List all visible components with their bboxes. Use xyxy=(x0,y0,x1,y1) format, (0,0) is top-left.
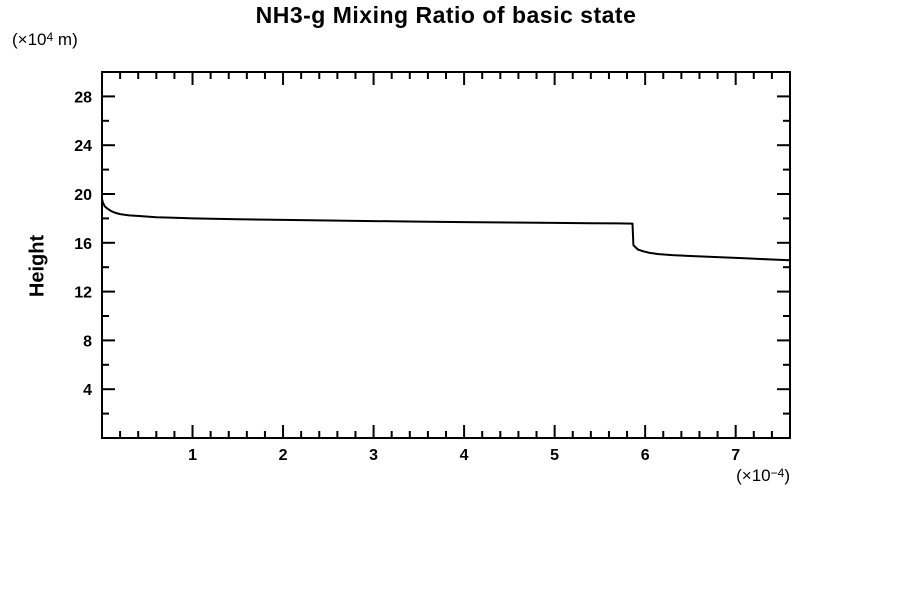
data-curve xyxy=(101,198,791,262)
x-tick-label: 1 xyxy=(188,447,197,464)
x-tick-label: 2 xyxy=(279,447,288,464)
x-tick-label: 7 xyxy=(731,447,740,464)
x-unit-prefix: (×10 xyxy=(736,466,771,485)
x-tick-label: 5 xyxy=(550,447,559,464)
y-tick-label: 20 xyxy=(74,187,92,204)
x-tick-label: 6 xyxy=(641,447,650,464)
y-tick-label: 28 xyxy=(74,89,92,106)
y-axis-unit-label: (×104 m) xyxy=(12,30,78,50)
y-unit-suffix: m) xyxy=(53,30,78,49)
y-tick-label: 12 xyxy=(74,285,92,302)
y-tick-label: 24 xyxy=(74,138,92,155)
y-unit-prefix: (×10 xyxy=(12,30,47,49)
x-unit-exponent: −4 xyxy=(770,466,785,480)
y-tick-label: 16 xyxy=(74,236,92,253)
y-tick-label: 8 xyxy=(83,333,92,350)
y-unit-exponent: 4 xyxy=(46,30,54,44)
x-tick-label: 3 xyxy=(369,447,378,464)
x-unit-suffix: ) xyxy=(784,466,790,485)
x-tick-label: 4 xyxy=(460,447,469,464)
y-tick-label: 4 xyxy=(83,382,92,399)
chart-title: NH3-g Mixing Ratio of basic state xyxy=(255,2,637,28)
x-axis-unit-label: (×10−4) xyxy=(736,466,790,486)
